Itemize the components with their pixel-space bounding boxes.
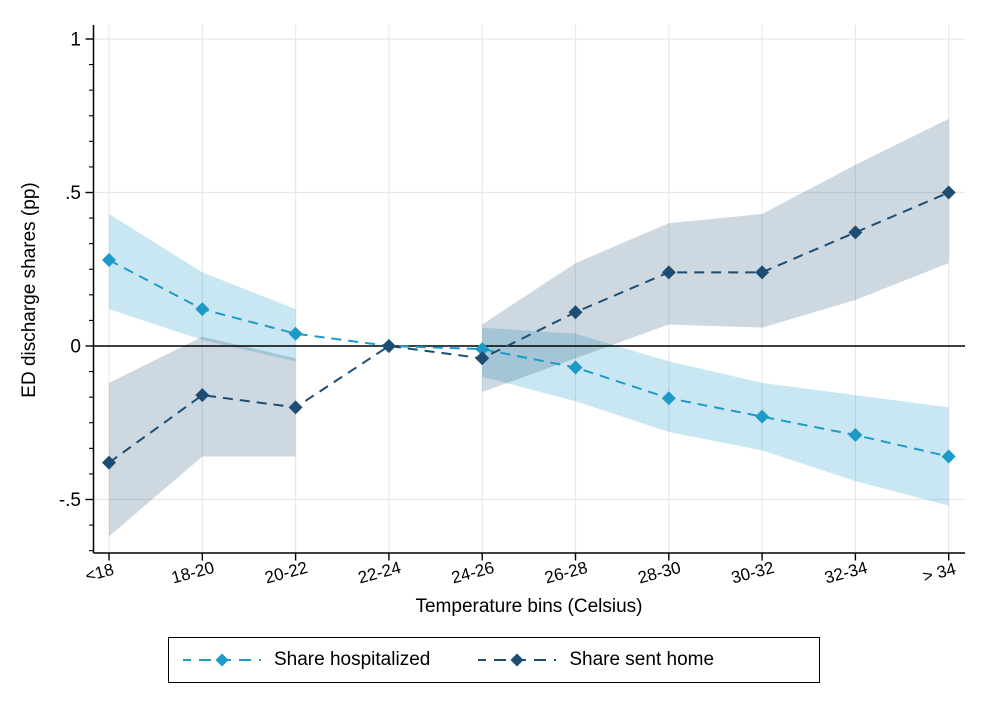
x-tick-label: 20-22 <box>263 558 310 588</box>
x-axis-title: Temperature bins (Celsius) <box>415 596 643 617</box>
y-tick-label: 0 <box>70 337 81 358</box>
legend: Share hospitalized Share sent home <box>168 637 820 683</box>
legend-entry-hospitalized: Share hospitalized <box>183 649 430 671</box>
marker-sent-home <box>381 339 396 353</box>
marker-hospitalized <box>661 391 676 406</box>
legend-key-sent-home-icon <box>478 653 557 667</box>
y-tick-label: .5 <box>65 183 81 204</box>
marker-sent-home <box>755 265 770 280</box>
legend-label-hospitalized: Share hospitalized <box>274 649 431 670</box>
marker-hospitalized <box>755 409 770 424</box>
ci-band-sent-home <box>109 336 296 537</box>
x-tick-label: 24-26 <box>449 558 496 588</box>
legend-key-hospitalized-icon <box>183 653 261 667</box>
marker-sent-home <box>102 455 116 470</box>
marker-hospitalized <box>195 302 210 317</box>
marker-sent-home <box>568 305 583 320</box>
x-tick-label: > 34 <box>921 559 958 586</box>
x-tick-label: 22-24 <box>356 558 403 588</box>
marker-hospitalized <box>941 449 956 464</box>
marker-hospitalized <box>288 326 303 341</box>
y-axis-title: ED discharge shares (pp) <box>19 182 40 398</box>
x-tick-label: 18-20 <box>169 558 216 588</box>
marker-sent-home <box>195 388 210 403</box>
legend-label-sent-home: Share sent home <box>569 649 715 670</box>
x-tick-label: 26-28 <box>543 558 590 588</box>
legend-key-marker <box>215 653 229 667</box>
x-tick-label: 30-32 <box>729 558 776 588</box>
legend-entry-sent-home: Share sent home <box>478 649 714 671</box>
y-tick-label: 1 <box>70 30 81 51</box>
marker-sent-home <box>941 185 956 200</box>
ci-band-hospitalized <box>109 213 296 362</box>
marker-hospitalized <box>568 360 583 375</box>
y-tick-label: -.5 <box>59 490 81 511</box>
x-tick-label: 28-30 <box>636 558 683 588</box>
marker-sent-home <box>661 265 676 280</box>
marker-sent-home <box>475 351 490 366</box>
legend-key-marker <box>510 653 524 667</box>
series-line-hospitalized <box>108 259 949 458</box>
ci-band-sent-home <box>482 118 949 393</box>
marker-hospitalized <box>848 428 863 443</box>
series-line-sent-home <box>108 191 950 464</box>
ci-band-hospitalized <box>482 327 949 506</box>
marker-hospitalized <box>102 253 116 268</box>
x-tick-label: <18 <box>83 560 116 586</box>
marker-sent-home <box>848 225 863 240</box>
marker-hospitalized <box>475 342 490 357</box>
marker-sent-home <box>288 400 303 415</box>
x-tick-label: 32-34 <box>823 558 870 588</box>
